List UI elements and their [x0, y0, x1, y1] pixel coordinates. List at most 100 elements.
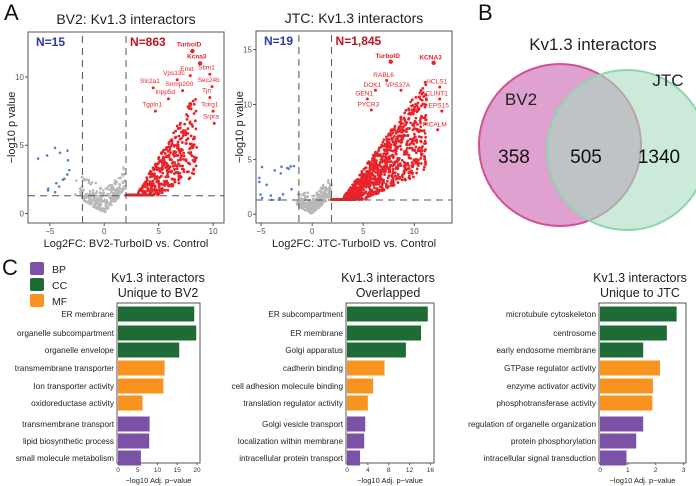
point-not-significant	[108, 193, 111, 196]
gene-label: HCLS1	[426, 78, 447, 85]
point-upregulated	[403, 177, 407, 181]
point-not-significant	[122, 166, 125, 169]
point-upregulated	[394, 177, 398, 181]
point-upregulated	[383, 170, 386, 174]
x-tick-label: 16	[427, 467, 435, 474]
point-upregulated	[395, 175, 398, 178]
point-upregulated	[147, 172, 151, 176]
point-upregulated	[374, 161, 377, 165]
point-not-significant	[313, 194, 316, 197]
point-upregulated	[405, 143, 409, 147]
point-upregulated	[169, 170, 173, 174]
point-upregulated	[350, 196, 354, 200]
point-upregulated	[191, 158, 195, 162]
y-tick-label: 5	[20, 141, 25, 150]
point-upregulated	[412, 108, 416, 111]
point-downregulated	[66, 159, 70, 162]
point-not-significant	[312, 202, 316, 205]
point-upregulated	[374, 170, 378, 174]
point-not-significant	[307, 205, 311, 208]
point-upregulated	[396, 181, 400, 184]
labeled-gene-point	[210, 85, 214, 89]
point-upregulated	[349, 189, 352, 193]
point-upregulated	[389, 163, 392, 167]
point-upregulated	[407, 164, 410, 167]
bar-category-label: transmembrane transport	[22, 420, 115, 429]
point-not-significant	[110, 200, 113, 203]
gene-label: TurboID	[177, 41, 202, 48]
point-upregulated	[373, 183, 377, 186]
point-not-significant	[98, 191, 102, 194]
bar-category-label: microtubule cytoskeleton	[506, 310, 597, 319]
point-upregulated	[194, 97, 198, 101]
point-upregulated	[160, 183, 164, 186]
point-upregulated	[364, 166, 367, 170]
point-upregulated	[381, 187, 385, 191]
point-upregulated	[154, 165, 158, 169]
point-upregulated	[396, 173, 400, 176]
point-upregulated	[383, 144, 387, 148]
point-upregulated	[394, 167, 398, 171]
point-downregulated	[280, 165, 283, 169]
point-upregulated	[372, 159, 376, 163]
point-downregulated	[66, 149, 69, 152]
point-upregulated	[166, 149, 170, 153]
point-upregulated	[420, 149, 424, 152]
bar-category-label: phosphotransferase activity	[496, 399, 597, 408]
point-not-significant	[93, 203, 97, 206]
point-upregulated	[163, 160, 167, 164]
point-not-significant	[105, 192, 109, 196]
point-upregulated	[388, 170, 391, 173]
point-not-significant	[115, 192, 119, 195]
point-upregulated	[166, 155, 170, 159]
point-upregulated	[180, 141, 184, 144]
point-not-significant	[315, 191, 319, 195]
point-upregulated	[371, 193, 375, 197]
bar-cc	[347, 325, 422, 341]
point-upregulated	[189, 134, 193, 138]
y-axis-label: −log10 p value	[6, 92, 18, 164]
point-upregulated	[383, 149, 387, 153]
point-downregulated	[258, 180, 261, 184]
point-not-significant	[321, 183, 325, 187]
x-axis-label: −log10 Adj. p−value	[126, 476, 192, 485]
point-upregulated	[378, 161, 382, 164]
volcano-plot-bv2: BV2: Kv1.3 interactors TurboID Kcna3 Stim1 E…	[6, 11, 225, 250]
point-upregulated	[187, 161, 191, 165]
x-tick-label: 15	[174, 467, 182, 474]
point-upregulated	[410, 98, 414, 102]
point-upregulated	[372, 154, 375, 157]
point-upregulated	[411, 148, 415, 152]
point-upregulated	[424, 83, 428, 87]
point-upregulated	[385, 145, 389, 148]
bar-category-label: GTPase regulator activity	[504, 364, 597, 373]
point-upregulated	[194, 127, 198, 131]
point-not-significant	[98, 187, 102, 191]
point-upregulated	[391, 167, 395, 171]
point-upregulated	[403, 161, 407, 165]
labeled-gene-point	[438, 85, 442, 89]
bar-chart-title-line2: Overlapped	[356, 286, 421, 300]
gene-label: TurboID	[375, 53, 400, 60]
labeled-gene-point	[188, 74, 192, 78]
point-not-significant	[120, 190, 124, 194]
y-tick-label: 15	[243, 46, 252, 55]
gene-label: PICALM	[423, 121, 447, 128]
gene-label: Emd	[180, 66, 194, 73]
bar-category-label: centrosome	[553, 329, 596, 338]
bar-mf	[600, 395, 653, 411]
point-upregulated	[164, 155, 168, 159]
point-upregulated	[143, 190, 147, 194]
point-downregulated	[259, 193, 262, 196]
labeled-gene-point	[166, 97, 170, 101]
point-upregulated	[176, 144, 180, 148]
point-downregulated	[260, 196, 264, 200]
bar-category-label: ER subcompartment	[268, 310, 343, 319]
point-not-significant	[107, 188, 110, 191]
point-upregulated	[186, 114, 190, 118]
point-not-significant	[295, 201, 299, 204]
point-upregulated	[391, 154, 395, 158]
point-not-significant	[74, 193, 77, 196]
point-not-significant	[112, 188, 115, 192]
point-upregulated	[408, 143, 411, 147]
